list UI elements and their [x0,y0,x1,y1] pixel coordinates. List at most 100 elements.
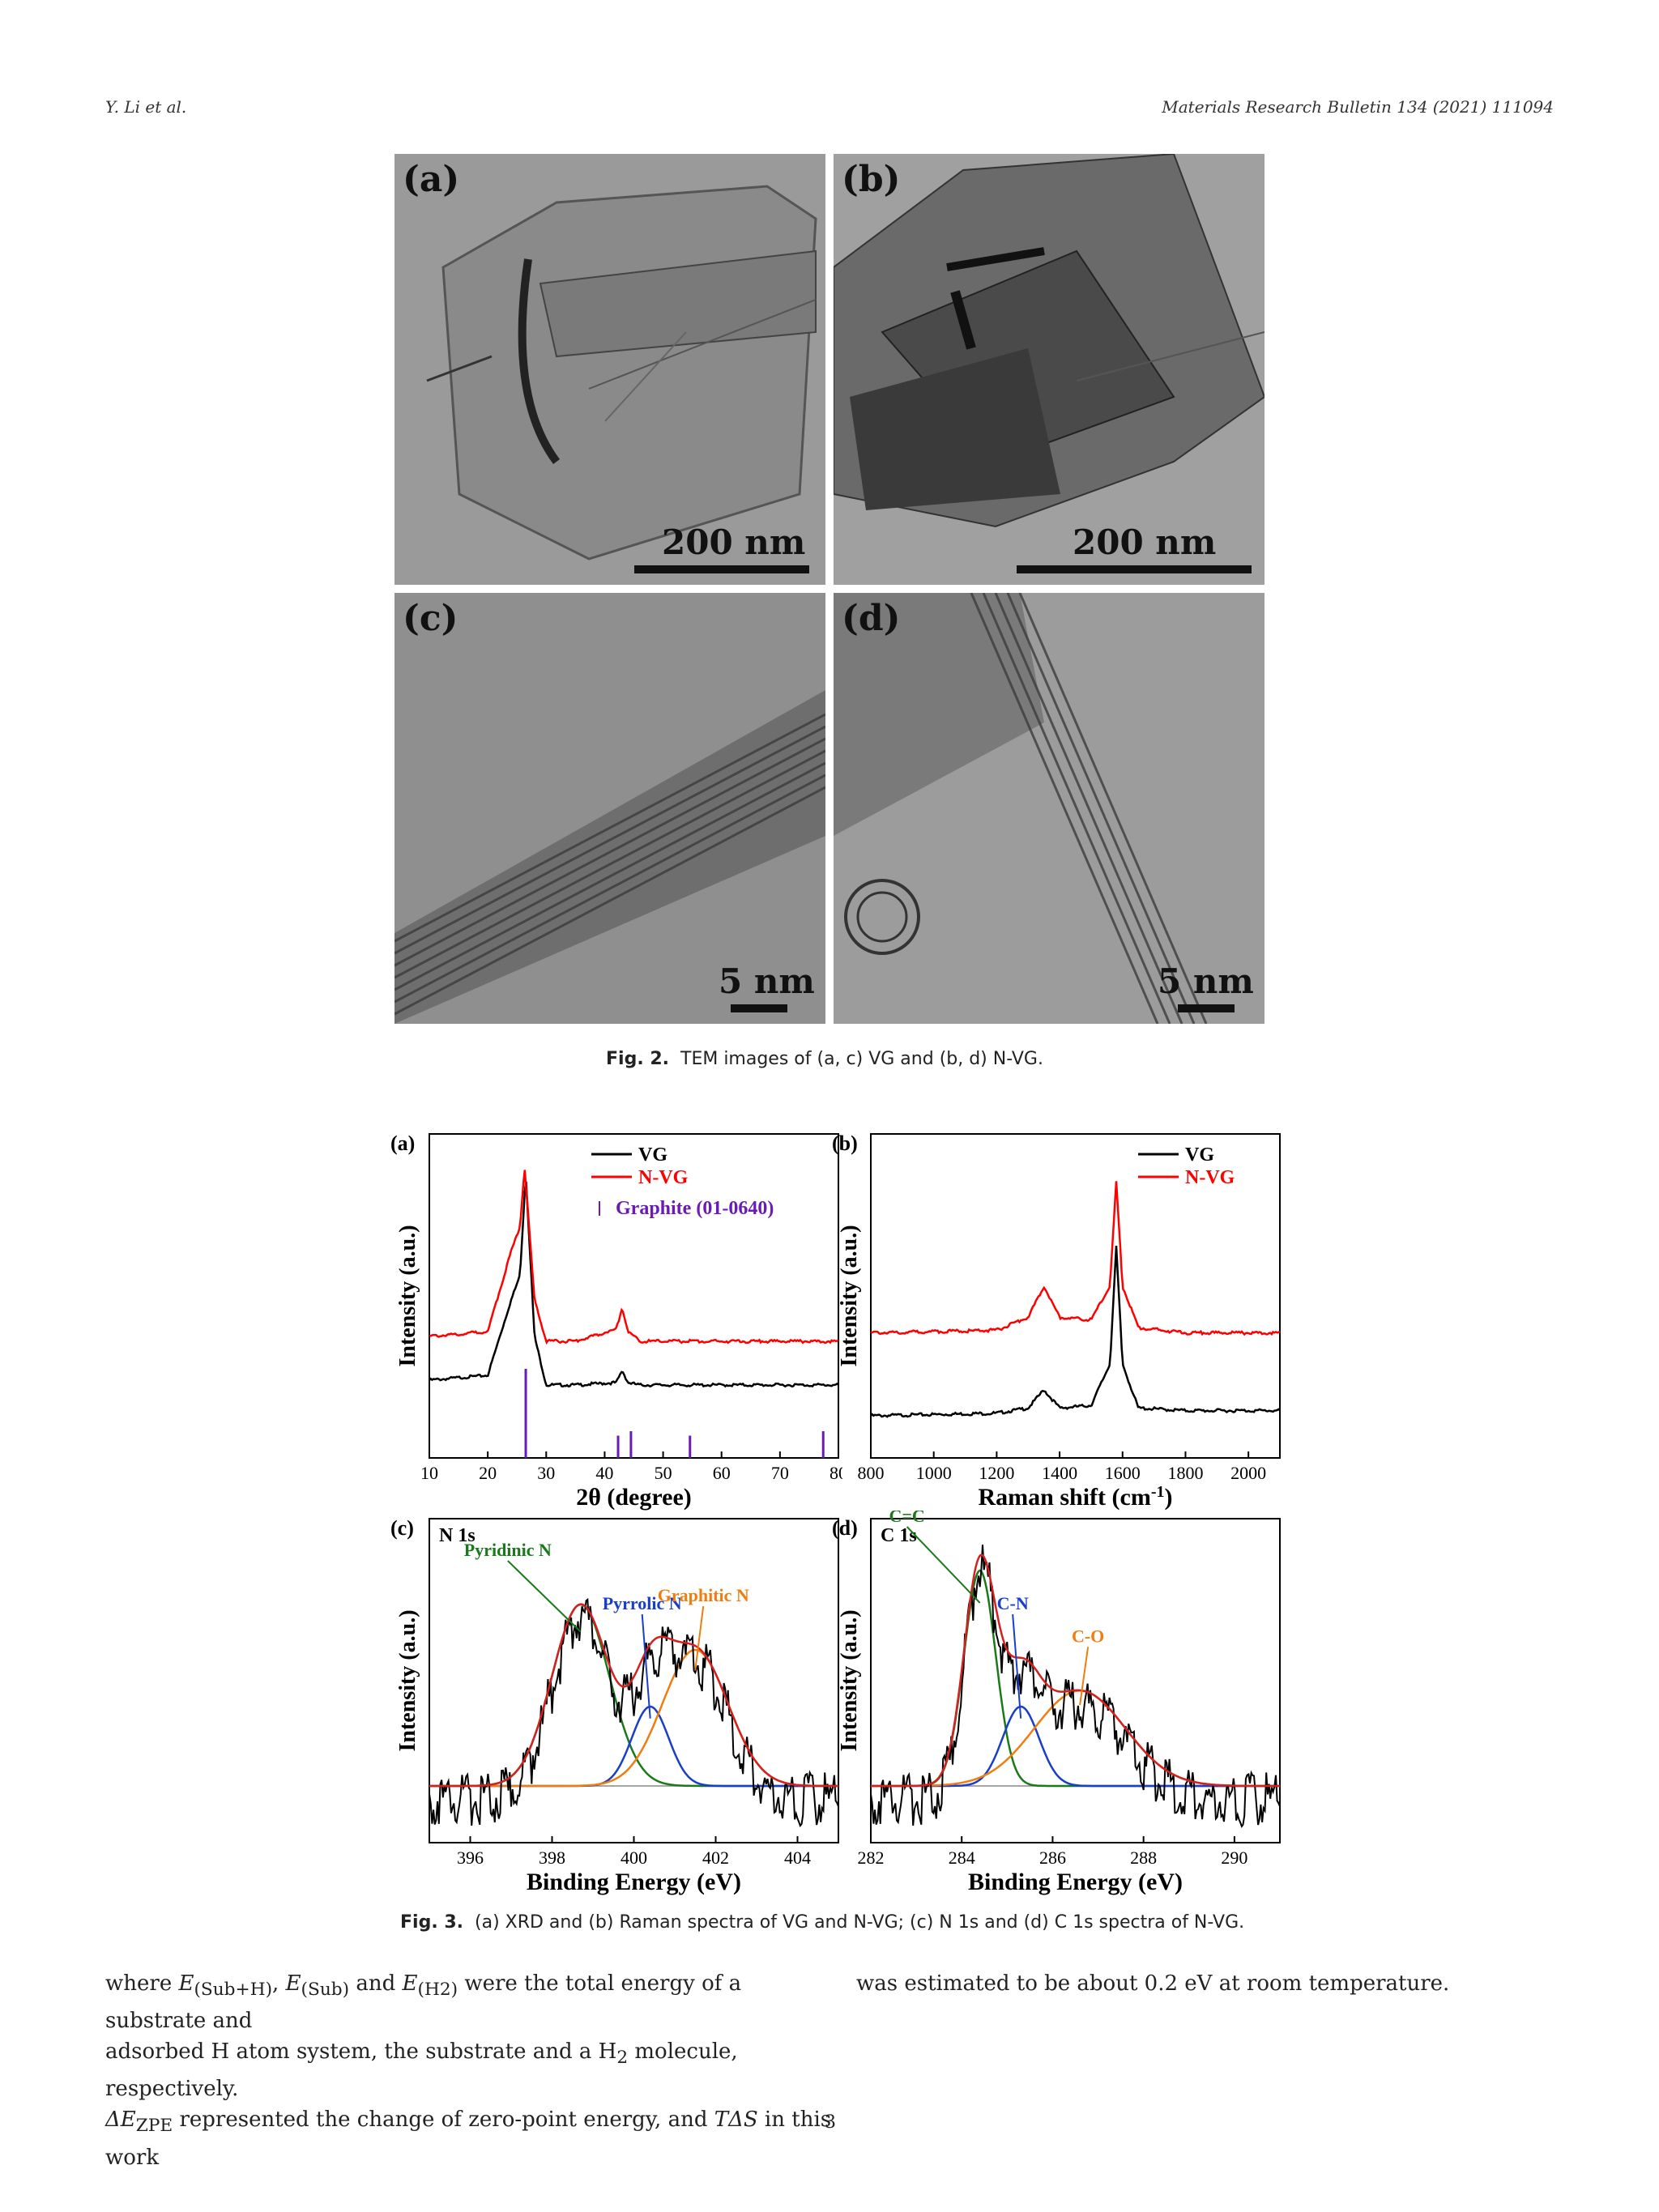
annotation-pointer [694,1605,705,1671]
tem-image-d-graphic [834,593,1265,1024]
annotation-pointer [507,1560,582,1633]
figure2-caption-text: TEM images of (a, c) VG and (b, d) N-VG. [680,1049,1043,1069]
peak-fit-graphitic-n [429,1648,838,1788]
x-tick-label: 288 [1130,1848,1157,1868]
body-text-span: adsorbed H atom system, the substrate an… [105,2039,617,2065]
x-tick-label: 1800 [1167,1463,1203,1483]
envelope-fit-line [871,1554,1280,1788]
raw-spectrum-line [870,1545,1281,1829]
plot-frame [870,1518,1281,1843]
annotation-pointer [906,1526,981,1604]
x-tick-label: 60 [713,1463,731,1483]
scale-text-b: 200 nm [1073,522,1217,562]
legend-entry: VG [638,1144,667,1166]
x-tick-label: 50 [655,1463,672,1483]
x-tick-label: 282 [858,1848,885,1868]
x-tick-label: 286 [1039,1848,1066,1868]
body-text-span: E [178,1971,194,1996]
tem-label-b: (b) [842,159,901,200]
peak-fit-pyridinic-n [429,1603,838,1788]
tem-image-d: (d) 5 nm [834,593,1265,1024]
tem-label-d: (d) [842,598,901,639]
body-right-column: was estimated to be about 0.2 eV at room… [856,1968,1553,1999]
annotation-pointer [1079,1647,1090,1706]
body-line-3: ΔEZPE represented the change of zero-poi… [105,2104,834,2172]
scale-text-d: 5 nm [1158,961,1254,1001]
chart-title: C 1s [881,1525,917,1546]
x-tick-label: 80 [830,1463,842,1483]
scale-bar-a [634,565,809,573]
series-line-n-vg [429,1170,839,1345]
body-text-span: where [105,1971,179,1996]
chart-n1s: (c) Intensity (a.u.) 396 398 400 402 404 Bindin… [390,1516,839,1895]
peak-fit-pyrrolic-n [429,1705,838,1788]
tem-image-b: (b) 200 nm [834,154,1265,585]
scale-bar-c [731,1004,787,1012]
panel-label: (d) [832,1516,858,1540]
header-authors: Y. Li et al. [105,97,187,117]
plot-frame [429,1133,839,1459]
body-text-span: (Sub) [301,1980,350,2001]
body-text-span: E [402,1971,418,1996]
header-journal: Materials Research Bulletin 134 (2021) 1… [1162,97,1554,117]
x-tick-label: 800 [858,1463,885,1483]
peak-annotation: Pyrrolic N [603,1593,682,1613]
y-axis-label: Intensity (a.u.) [395,1609,420,1751]
tem-image-b-graphic [834,154,1265,585]
annotation-pointer [1012,1613,1022,1719]
peak-annotation: Pyridinic N [464,1540,552,1560]
x-tick-label: 1400 [1042,1463,1077,1483]
chart-raman: (b) Intensity (a.u.) 800 1000 1200 1400 1600 18… [832,1132,1281,1511]
body-text-span: (H2) [417,1980,458,2001]
y-axis-label: Intensity (a.u.) [837,1609,862,1751]
tem-image-c-graphic [394,593,825,1024]
panel-label: (b) [832,1132,858,1155]
body-text-span: (Sub+H) [194,1980,273,2001]
peak-annotation: C-O [1072,1626,1104,1646]
peak-fit-c-o [871,1690,1280,1788]
tem-image-a-graphic [394,154,825,585]
body-text-span: E [285,1971,301,1996]
body-text-span: and [349,1971,403,1996]
chart-title: N 1s [439,1525,476,1546]
legend-entry: VG [1185,1144,1214,1166]
panel-label: (a) [390,1132,415,1155]
peak-fit-c-c [871,1569,1280,1788]
tem-image-a: (a) 200 nm [394,154,825,585]
panel-label: (c) [390,1516,414,1540]
x-tick-label: 290 [1221,1848,1247,1868]
plot-frame [429,1518,839,1843]
body-line-2: adsorbed H atom system, the substrate an… [105,2036,834,2104]
series-line-vg [870,1246,1281,1418]
legend-entry: N-VG [638,1167,689,1188]
annotation-pointer [641,1613,651,1719]
scale-text-c: 5 nm [719,961,815,1001]
body-text-span: ZPE [135,2116,173,2137]
legend-entry: N-VG [1185,1167,1235,1188]
x-axis-label: 2θ (degree) [576,1484,692,1511]
x-tick-label: 284 [949,1848,975,1868]
body-text-span: TΔS [714,2108,758,2133]
legend-entry: Graphite (01-0640) [616,1198,774,1219]
body-right-line-1: was estimated to be about 0.2 eV at room… [856,1971,1450,1996]
peak-annotation: C=C [889,1511,925,1526]
envelope-fit-line [429,1603,838,1788]
x-tick-label: 404 [784,1848,811,1868]
x-tick-label: 1200 [979,1463,1014,1483]
raw-spectrum-line [429,1597,839,1828]
x-tick-label: 10 [420,1463,438,1483]
x-axis-label: Raman shift (cm-1) [979,1483,1173,1511]
x-tick-label: 20 [479,1463,497,1483]
series-line-n-vg [870,1181,1281,1336]
x-tick-label: 70 [771,1463,789,1483]
peak-annotation: C-N [997,1593,1029,1613]
body-left-column: where E(Sub+H), E(Sub) and E(H2) were th… [105,1968,834,2173]
body-text-span: molecule, respectively. [105,2039,738,2102]
x-tick-label: 396 [457,1848,484,1868]
y-axis-label: Intensity (a.u.) [837,1225,862,1366]
x-tick-label: 1600 [1105,1463,1141,1483]
chart-c1s: (d) Intensity (a.u.) 282 284 286 288 290 Bindin… [832,1511,1281,1895]
body-text-span: in this work [105,2108,832,2170]
figure2-caption-prefix: Fig. 2. [606,1049,669,1069]
scale-text-a: 200 nm [662,522,806,562]
